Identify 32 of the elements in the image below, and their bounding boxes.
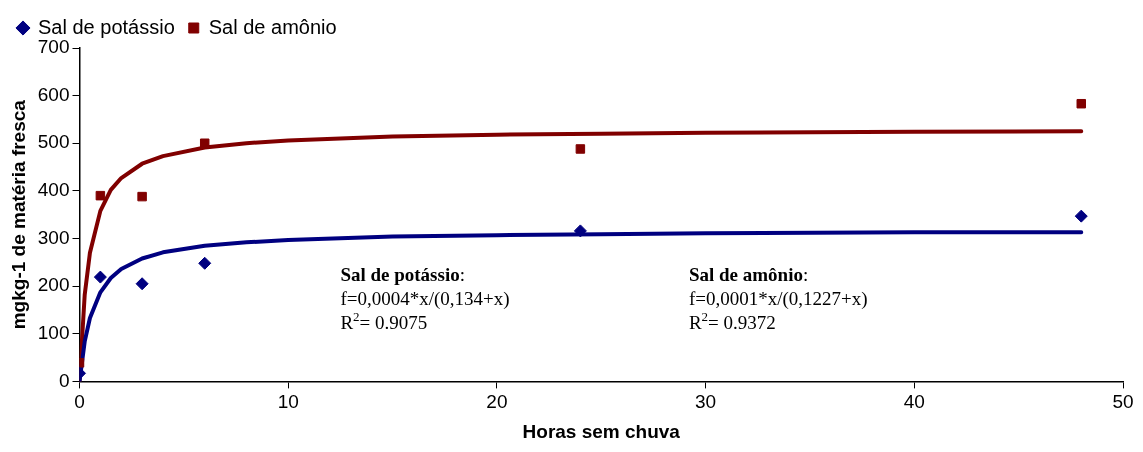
- point: [135, 277, 149, 291]
- y-tick-label: 500: [37, 131, 70, 153]
- y-tick-label: 600: [37, 83, 70, 105]
- annotation: Sal de potássio:: [340, 264, 465, 286]
- annotation: Sal de amônio:: [688, 264, 809, 286]
- y-tick-label: 100: [37, 322, 70, 344]
- y-axis-title: mgkg-1 de matéria fresca: [7, 99, 29, 330]
- point: [1076, 98, 1086, 109]
- point: [95, 190, 106, 201]
- x-tick-label: 20: [486, 391, 508, 413]
- point: [1074, 209, 1088, 223]
- annotation: f=0,0001*x/(0,1227+x): [688, 288, 868, 311]
- point: [93, 270, 107, 284]
- point: [199, 138, 210, 148]
- y-tick-label: 400: [37, 179, 70, 201]
- x-tick-label: 30: [695, 391, 717, 413]
- point: [198, 256, 212, 270]
- point: [573, 224, 587, 238]
- legend-label: Sal de potássio: [38, 15, 175, 38]
- y-tick-label: 0: [58, 369, 70, 391]
- y-tick-label: 200: [37, 274, 70, 296]
- point: [137, 191, 147, 202]
- y-tick-label: 300: [37, 226, 70, 248]
- x-tick-label: 40: [903, 391, 925, 413]
- annotation: f=0,0004*x/(0,134+x): [340, 288, 510, 311]
- y-tick-label: 700: [37, 36, 70, 58]
- legend-label: Sal de amônio: [208, 15, 337, 38]
- x-tick-label: 10: [277, 391, 299, 413]
- x-tick-label: 0: [74, 391, 85, 413]
- point: [575, 144, 586, 154]
- x-tick-label: 50: [1112, 391, 1134, 413]
- x-axis-title: Horas sem chuva: [522, 420, 681, 442]
